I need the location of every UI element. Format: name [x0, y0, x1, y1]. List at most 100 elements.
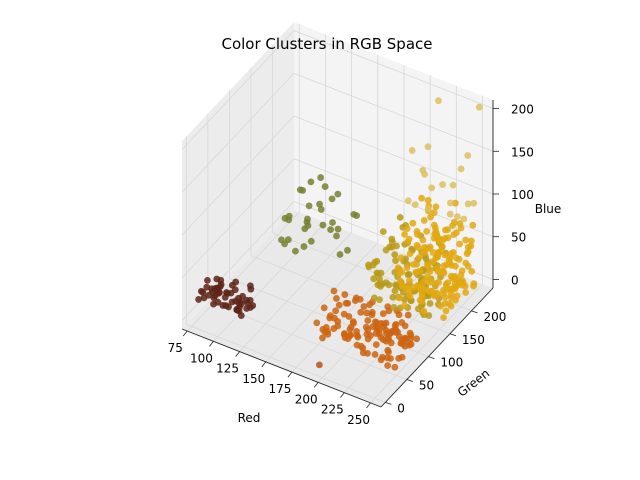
data-point: [456, 240, 464, 248]
data-point: [401, 296, 408, 303]
data-point: [395, 294, 403, 302]
data-point: [382, 319, 390, 327]
data-point: [449, 181, 457, 189]
data-point: [424, 205, 432, 213]
data-point: [284, 236, 292, 244]
data-point: [356, 295, 364, 303]
data-point: [420, 278, 428, 286]
data-point: [391, 251, 399, 259]
x-tick-label: 100: [190, 351, 213, 365]
data-point: [195, 296, 202, 303]
data-point: [464, 262, 472, 270]
data-point: [249, 302, 257, 309]
data-point: [475, 103, 483, 111]
data-point: [456, 220, 464, 227]
data-point: [450, 231, 458, 239]
data-point: [434, 268, 442, 276]
x-tick: [235, 351, 240, 357]
data-point: [292, 247, 299, 255]
x-tick-label: 125: [216, 362, 239, 376]
data-point: [344, 246, 351, 254]
grid-z-back: [293, 115, 494, 195]
data-point: [334, 190, 342, 198]
data-point: [389, 293, 397, 301]
z-tick-label: 200: [511, 103, 534, 117]
x-tick: [340, 392, 345, 398]
data-point: [419, 166, 427, 174]
data-point: [370, 294, 378, 302]
data-point: [444, 226, 451, 233]
data-point: [243, 305, 251, 312]
axis-panes: [182, 22, 493, 407]
data-point: [392, 257, 399, 265]
data-point: [390, 304, 398, 311]
data-point: [460, 215, 468, 223]
data-point: [329, 219, 336, 226]
data-point: [285, 216, 293, 224]
data-point: [384, 303, 392, 311]
y-tick: [471, 310, 478, 314]
y-tick-label: 150: [462, 333, 485, 347]
data-point: [387, 355, 394, 362]
data-point: [344, 299, 352, 307]
data-point: [435, 248, 443, 256]
data-point: [237, 300, 245, 308]
data-point: [346, 326, 354, 333]
data-point: [216, 289, 223, 297]
data-point: [300, 243, 308, 250]
y-tick-label: 100: [440, 356, 463, 370]
data-point: [332, 307, 340, 315]
data-point: [440, 314, 447, 322]
data-point: [432, 280, 440, 287]
data-point: [470, 199, 478, 207]
data-point: [447, 199, 454, 207]
data-point: [319, 326, 327, 333]
data-point: [376, 296, 383, 304]
data-point: [326, 314, 334, 322]
data-point: [320, 304, 328, 312]
data-point: [406, 277, 413, 285]
data-point: [382, 246, 390, 254]
data-point: [455, 255, 463, 263]
data-point: [431, 292, 438, 300]
data-point: [239, 292, 246, 300]
data-point: [307, 237, 315, 245]
x-axis-line: [181, 328, 382, 408]
data-point: [228, 281, 236, 289]
x-tick: [366, 402, 371, 409]
data-point: [413, 335, 421, 343]
data-point: [370, 275, 378, 283]
data-point: [319, 221, 327, 229]
data-point: [401, 302, 408, 310]
tick-labels: 7510012515017520022525005010015020005010…: [168, 103, 534, 427]
data-point: [427, 213, 434, 221]
data-point: [451, 285, 459, 293]
data-point: [395, 354, 403, 362]
x-tick: [261, 361, 267, 368]
data-point: [350, 319, 357, 327]
data-point: [204, 277, 211, 284]
data-point: [225, 303, 232, 311]
data-point: [353, 341, 361, 349]
data-point: [441, 251, 449, 259]
data-point: [246, 282, 254, 290]
grid-z-left: [181, 30, 295, 150]
data-point: [371, 258, 379, 266]
x-tick-label: 225: [321, 403, 344, 417]
data-point: [462, 289, 470, 296]
data-point: [442, 307, 450, 315]
data-point: [379, 228, 387, 235]
grid-z-back: [293, 72, 494, 152]
data-point: [469, 221, 477, 229]
x-tick: [182, 330, 188, 337]
data-point: [407, 331, 415, 339]
x-tick-label: 75: [168, 341, 183, 355]
data-point: [328, 195, 336, 203]
chart-title: Color Clusters in RGB Space: [221, 35, 432, 53]
data-point: [316, 200, 323, 208]
data-point: [451, 218, 458, 226]
data-point: [416, 253, 423, 261]
data-point: [444, 279, 452, 287]
data-point: [377, 282, 384, 290]
data-point: [340, 310, 348, 318]
